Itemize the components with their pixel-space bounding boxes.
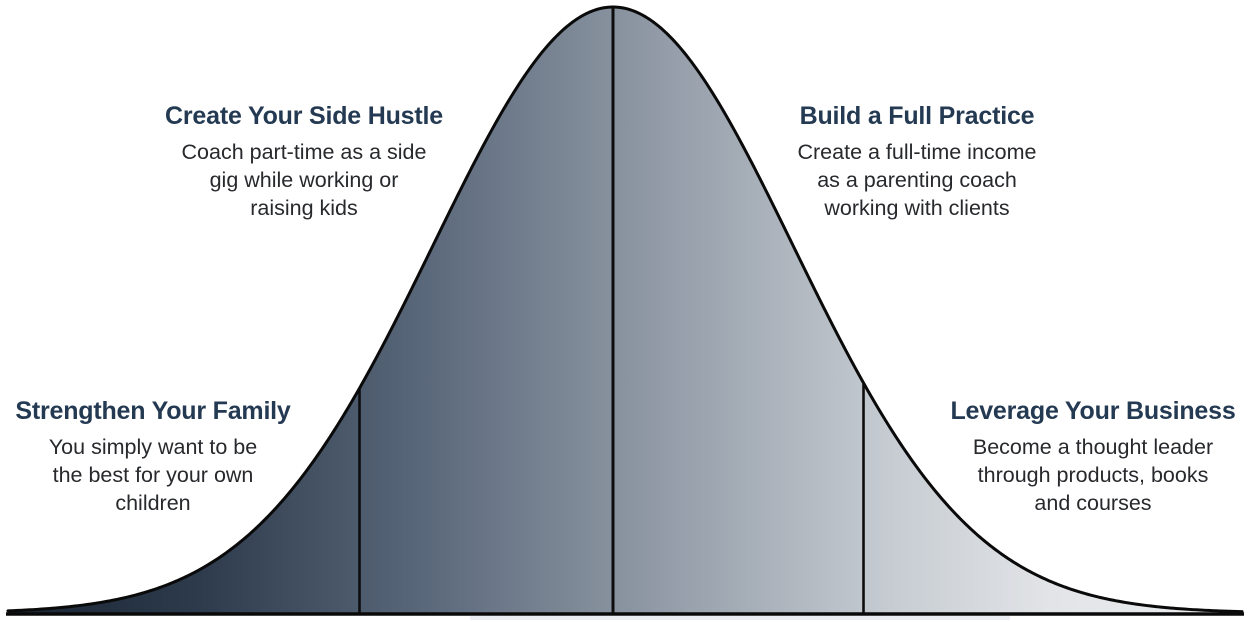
bell-curve-fill	[8, 7, 1242, 613]
bell-curve-outline	[6, 5, 1244, 614]
